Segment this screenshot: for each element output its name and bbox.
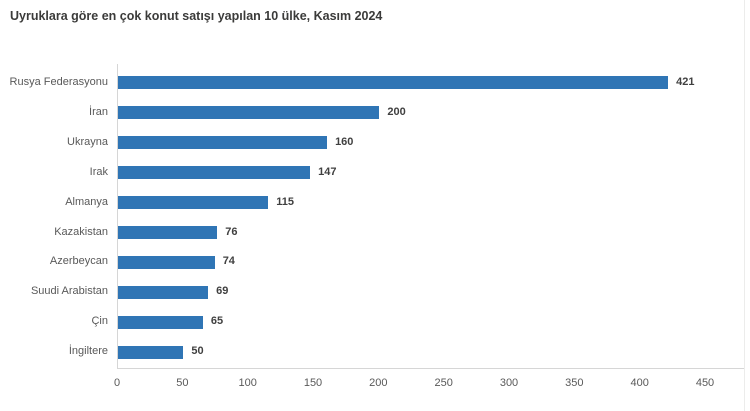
bar-row: Rusya Federasyonu 421 xyxy=(0,68,750,98)
category-label: Irak xyxy=(89,165,108,178)
category-label: Azerbeycan xyxy=(49,255,108,268)
bar[interactable] xyxy=(118,225,218,239)
bar[interactable] xyxy=(118,315,203,329)
bar[interactable] xyxy=(118,345,184,359)
bar[interactable] xyxy=(118,106,380,120)
value-label: 50 xyxy=(191,345,204,358)
bar-row: Ukrayna 160 xyxy=(0,128,750,158)
bar-row: Çin 65 xyxy=(0,307,750,337)
x-tick-label: 0 xyxy=(113,377,121,389)
bar[interactable] xyxy=(118,255,215,269)
value-label: 115 xyxy=(276,195,295,208)
bar-row: İran 200 xyxy=(0,98,750,128)
category-label: Almanya xyxy=(65,195,108,208)
y-axis-line xyxy=(117,64,118,368)
category-label: İran xyxy=(89,105,108,118)
value-label: 74 xyxy=(222,255,235,268)
category-label: Çin xyxy=(91,315,108,328)
x-tick-label: 450 xyxy=(695,377,715,389)
category-label: Rusya Federasyonu xyxy=(9,76,108,88)
bar[interactable] xyxy=(118,285,209,299)
chart-title: Uyruklara göre en çok konut satışı yapıl… xyxy=(10,9,383,23)
bar-row: Azerbeycan 74 xyxy=(0,247,750,277)
x-tick-label: 50 xyxy=(176,377,189,389)
value-label: 65 xyxy=(210,315,224,328)
bar[interactable] xyxy=(118,196,269,210)
bar-row: Almanya 115 xyxy=(0,188,750,218)
category-label: Ukrayna xyxy=(67,135,108,148)
category-label: Kazakistan xyxy=(54,225,108,238)
x-tick-label: 350 xyxy=(565,377,584,389)
value-label: 421 xyxy=(676,76,695,88)
value-label: 160 xyxy=(335,135,354,148)
x-tick-label: 200 xyxy=(369,377,388,389)
right-border xyxy=(744,0,745,411)
x-axis-line xyxy=(117,368,745,369)
bar[interactable] xyxy=(118,76,669,90)
x-tick-label: 100 xyxy=(238,377,257,389)
bar-row: Kazakistan 76 xyxy=(0,218,750,248)
category-label: İngiltere xyxy=(68,345,108,358)
bar-row: Irak 147 xyxy=(0,158,750,188)
x-tick-label: 150 xyxy=(303,377,323,389)
bar-row: Suudi Arabistan 69 xyxy=(0,277,750,307)
category-label: Suudi Arabistan xyxy=(30,285,108,298)
bar[interactable] xyxy=(118,136,328,150)
bar[interactable] xyxy=(118,166,311,180)
value-label: 69 xyxy=(216,285,229,298)
value-label: 200 xyxy=(387,105,406,118)
bar-row: İngiltere 50 xyxy=(0,337,750,367)
value-label: 76 xyxy=(225,225,238,238)
x-tick-label: 400 xyxy=(630,377,649,389)
x-tick-label: 250 xyxy=(434,377,453,389)
x-tick-label: 300 xyxy=(499,377,519,389)
value-label: 147 xyxy=(318,165,337,178)
